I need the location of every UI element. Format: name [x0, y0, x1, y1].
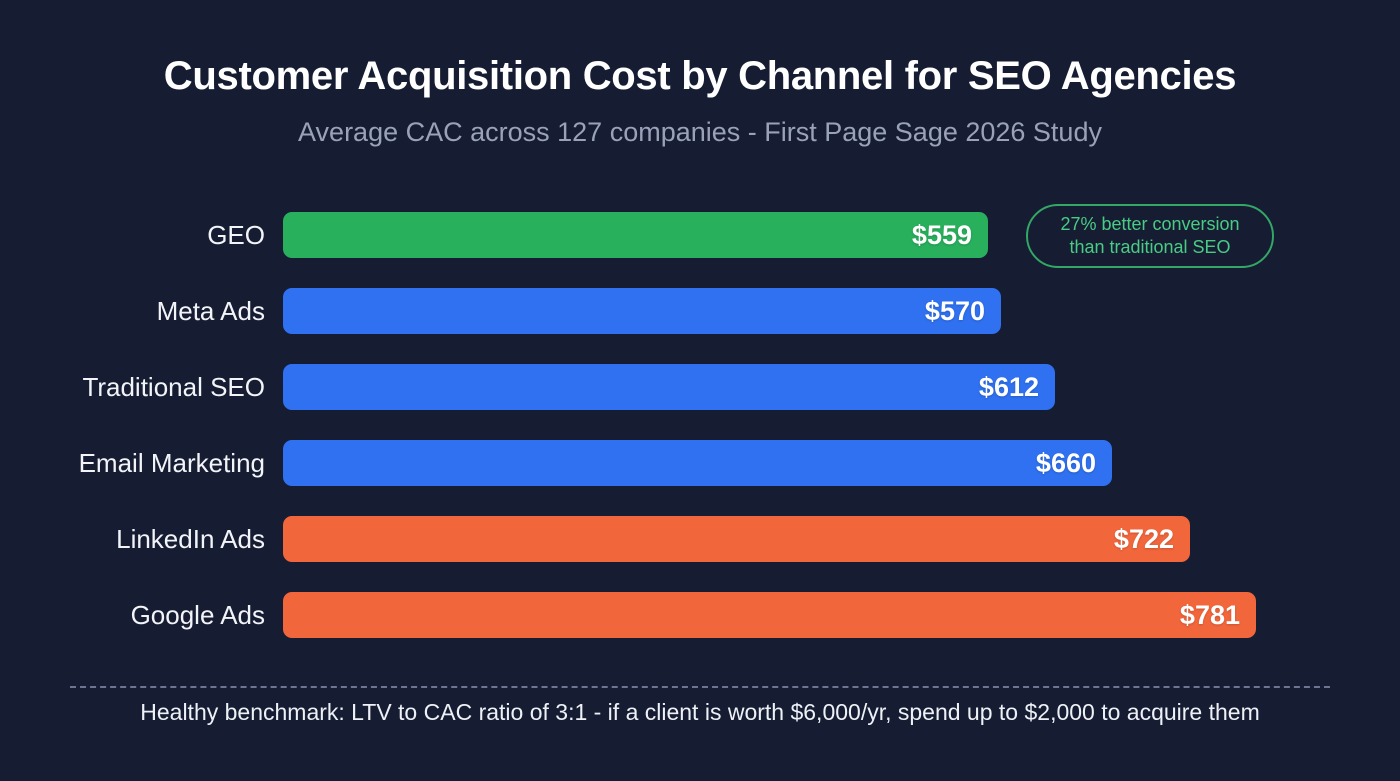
bar-value-meta-ads: $570 — [924, 295, 985, 326]
category-label-meta-ads: Meta Ads — [156, 295, 265, 326]
bar-linkedin-ads[interactable]: $722 — [283, 516, 1190, 562]
bar-meta-ads[interactable]: $570 — [283, 288, 1001, 334]
footer-note: Healthy benchmark: LTV to CAC ratio of 3… — [140, 699, 1260, 725]
bar-row-email-marketing: Email Marketing $660 — [0, 440, 1400, 486]
bar-row-linkedin-ads: LinkedIn Ads $722 — [0, 516, 1400, 562]
chart-title: Customer Acquisition Cost by Channel for… — [163, 54, 1237, 98]
category-label-linkedin-ads: LinkedIn Ads — [116, 523, 265, 554]
annotation-badge-line-2: than traditional SEO — [1069, 237, 1231, 257]
bar-google-ads[interactable]: $781 — [283, 592, 1256, 638]
bar-value-geo: $559 — [911, 219, 972, 250]
bar-traditional-seo[interactable]: $612 — [283, 364, 1055, 410]
bar-chart-plot-area: GEO $559 Meta Ads $570 Traditional SEO $… — [0, 196, 1400, 666]
bar-email-marketing[interactable]: $660 — [283, 440, 1112, 486]
bar-value-google-ads: $781 — [1179, 599, 1240, 630]
annotation-badge-line-1: 27% better conversion — [1060, 213, 1240, 234]
category-label-traditional-seo: Traditional SEO — [82, 371, 265, 402]
bar-value-linkedin-ads: $722 — [1113, 523, 1174, 554]
bar-value-traditional-seo: $612 — [978, 371, 1039, 402]
bar-row-google-ads: Google Ads $781 — [0, 592, 1400, 638]
chart-subtitle: Average CAC across 127 companies - First… — [298, 117, 1102, 147]
category-label-google-ads: Google Ads — [130, 599, 265, 630]
bar-row-geo: GEO $559 — [0, 212, 1400, 258]
bar-geo[interactable]: $559 — [283, 212, 988, 258]
annotation-badge: 27% better conversion than traditional S… — [1026, 204, 1274, 268]
category-label-geo: GEO — [207, 219, 265, 250]
bar-value-email-marketing: $660 — [1035, 447, 1096, 478]
category-label-email-marketing: Email Marketing — [78, 447, 265, 478]
bar-row-meta-ads: Meta Ads $570 — [0, 288, 1400, 334]
footer-divider — [70, 686, 1330, 688]
bar-row-traditional-seo: Traditional SEO $612 — [0, 364, 1400, 410]
